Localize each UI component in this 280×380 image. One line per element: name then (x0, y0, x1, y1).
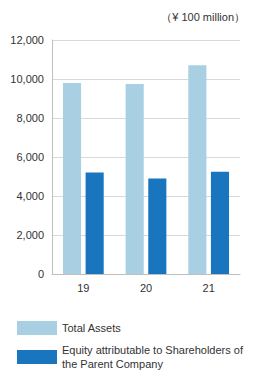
svg-text:2,000: 2,000 (16, 229, 44, 241)
svg-text:Equity attributable to Shareho: Equity attributable to Shareholders of (62, 344, 246, 356)
svg-text:21: 21 (203, 282, 215, 294)
svg-text:20: 20 (140, 282, 152, 294)
svg-text:19: 19 (77, 282, 89, 294)
svg-text:Total Assets: Total Assets (62, 322, 121, 334)
svg-text:4,000: 4,000 (16, 190, 44, 202)
svg-text:（¥ 100 million）: （¥ 100 million） (161, 11, 245, 23)
svg-text:8,000: 8,000 (16, 112, 44, 124)
svg-text:6,000: 6,000 (16, 151, 44, 163)
svg-text:the Parent Company: the Parent Company (62, 358, 163, 370)
svg-text:12,000: 12,000 (10, 34, 44, 46)
svg-text:0: 0 (38, 268, 44, 280)
svg-text:10,000: 10,000 (10, 73, 44, 85)
